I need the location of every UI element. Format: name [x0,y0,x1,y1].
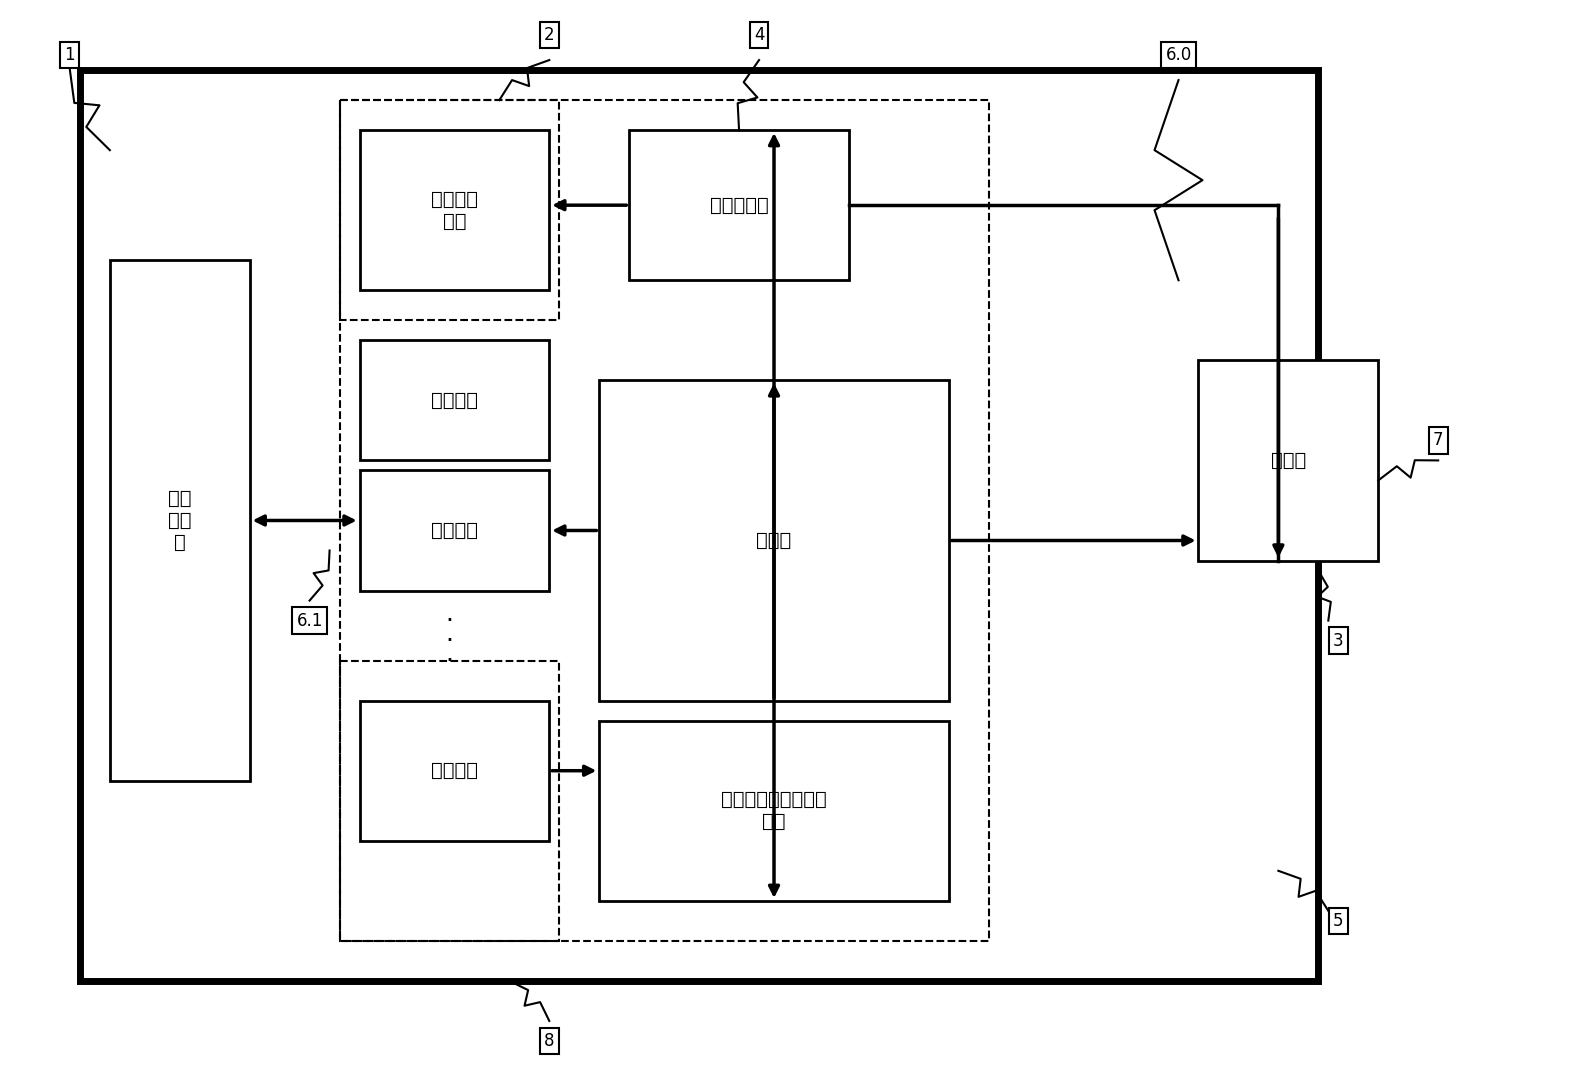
Bar [360,470,549,590]
Text: 微控器: 微控器 [756,531,792,550]
Bar [339,101,989,940]
Text: 3: 3 [1333,631,1343,650]
Text: ·: · [445,609,453,632]
Text: 1: 1 [65,46,76,64]
Text: 2: 2 [544,26,554,44]
Text: 上位机: 上位机 [1270,451,1307,470]
Text: 单极开关: 单极开关 [431,761,478,780]
Text: ·: · [445,628,453,653]
Text: 8: 8 [544,1032,554,1050]
Text: 电容
传感
器: 电容 传感 器 [167,489,191,552]
Text: 5: 5 [1333,912,1343,930]
Bar [1198,360,1378,561]
Text: 6.0: 6.0 [1166,46,1191,64]
Text: 组合阵列
开关: 组合阵列 开关 [431,189,478,230]
Bar [600,721,948,900]
Bar [360,341,549,461]
Bar [339,101,559,320]
Bar [360,700,549,841]
Text: 单极开关: 单极开关 [431,391,478,410]
Bar [339,660,559,940]
Text: 4: 4 [754,26,764,44]
Bar [360,130,549,291]
Bar [630,130,849,280]
Bar [110,261,249,780]
Bar [600,381,948,700]
Text: 7: 7 [1433,431,1444,450]
Text: 电容电压转换和模数
转换: 电容电压转换和模数 转换 [721,790,827,831]
Bar [80,70,1318,980]
Text: ·: · [445,649,453,672]
Text: 6.1: 6.1 [297,612,323,629]
Text: 单极开关: 单极开关 [431,521,478,540]
Text: 激励信号源: 激励信号源 [710,196,768,215]
